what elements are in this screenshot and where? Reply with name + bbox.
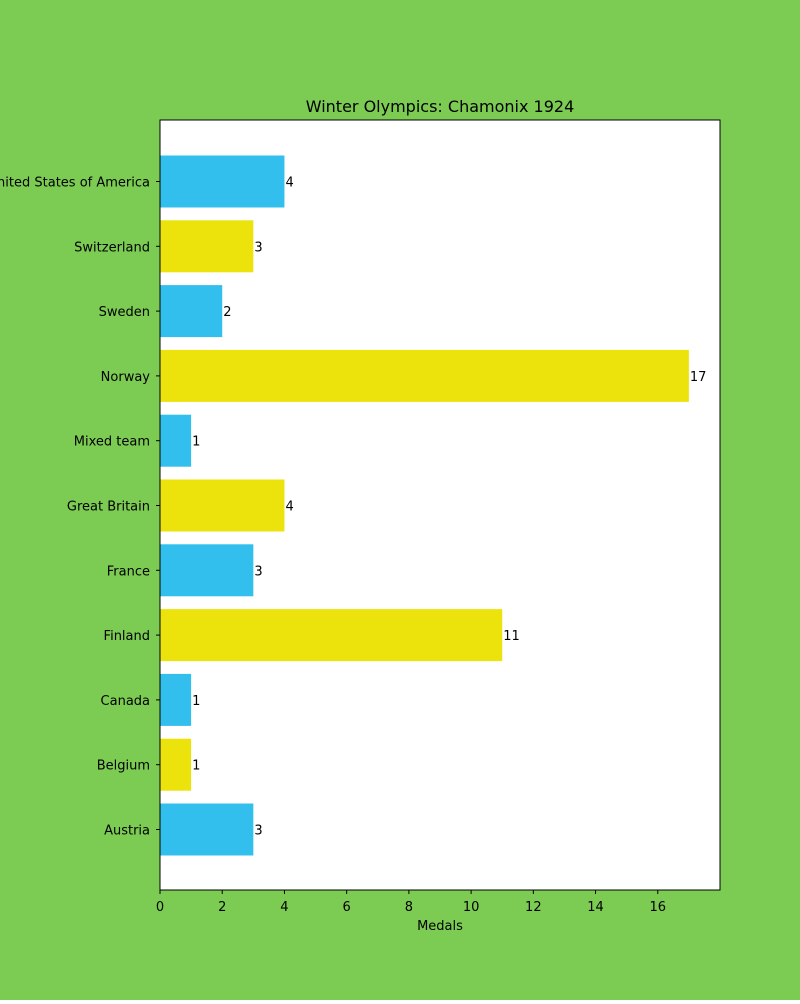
bar-value-label: 3 (254, 240, 262, 255)
y-tick-label: Sweden (99, 305, 150, 320)
x-tick-label: 0 (156, 900, 164, 915)
bar-great-britain (160, 479, 285, 532)
x-tick-label: 2 (218, 900, 226, 915)
bar-value-label: 11 (503, 629, 520, 644)
y-tick-label: Canada (101, 694, 150, 709)
x-tick-label: 4 (280, 900, 288, 915)
x-tick-label: 16 (650, 900, 667, 915)
bar-value-label: 3 (254, 824, 262, 839)
bar-value-label: 1 (192, 435, 200, 450)
bar-switzerland (160, 220, 254, 273)
bar-mixed-team (160, 414, 192, 467)
x-tick-label: 6 (343, 900, 351, 915)
plot-frame (159, 119, 721, 891)
x-axis-label: Medals (417, 919, 463, 934)
x-tick-label: 12 (525, 900, 542, 915)
y-tick-label: France (107, 564, 150, 579)
x-tick-label: 10 (463, 900, 480, 915)
bar-value-label: 4 (285, 500, 293, 515)
bar-value-label: 4 (285, 176, 293, 191)
y-tick-label: Great Britain (67, 500, 150, 515)
y-tick-label: Switzerland (74, 240, 150, 255)
y-tick-label: Finland (104, 629, 150, 644)
bar-value-label: 1 (192, 759, 200, 774)
y-tick-label: United States of America (0, 176, 150, 191)
x-tick-label: 8 (405, 900, 413, 915)
bars-layer (160, 155, 689, 856)
y-tick-label: Norway (101, 370, 151, 385)
bar-united-states-of-america (160, 155, 285, 208)
y-tick-label: Austria (104, 824, 150, 839)
bar-france (160, 544, 254, 597)
bar-value-label: 3 (254, 564, 262, 579)
bar-finland (160, 609, 503, 662)
bar-value-label: 17 (690, 370, 707, 385)
bar-sweden (160, 285, 223, 338)
y-axis-ticks: Austria Belgium Canada Finland France Great B… (0, 176, 160, 839)
chart-title: Winter Olympics: Chamonix 1924 (306, 97, 575, 116)
y-tick-label: Belgium (97, 759, 150, 774)
bar-value-label: 1 (192, 694, 200, 709)
y-tick-label: Mixed team (74, 435, 150, 450)
x-axis-ticks: 0 2 4 6 8 10 12 14 16 (156, 890, 666, 915)
bar-canada (160, 673, 192, 726)
bar-norway (160, 349, 689, 402)
x-tick-label: 14 (587, 900, 604, 915)
bar-austria (160, 803, 254, 856)
bar-value-label: 2 (223, 305, 231, 320)
bar-belgium (160, 738, 192, 791)
